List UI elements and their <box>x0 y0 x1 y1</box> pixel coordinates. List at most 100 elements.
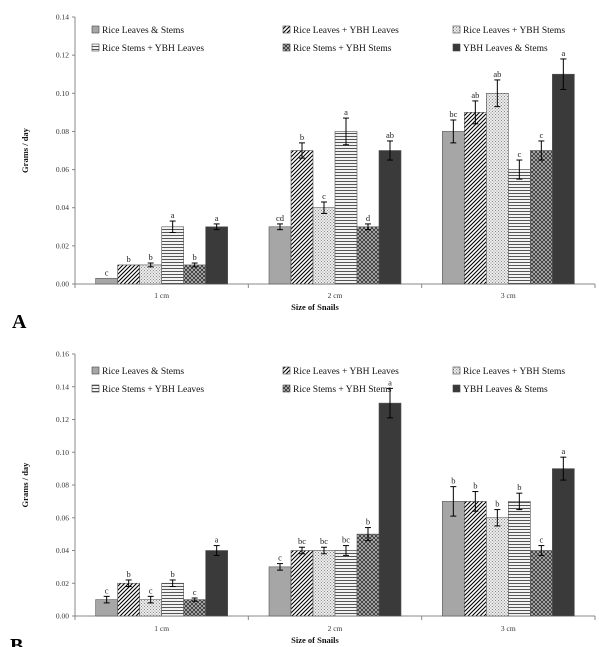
bar <box>268 226 292 285</box>
y-tick-label: 0.00 <box>56 280 69 289</box>
legend-label: YBH Leaves & Stems <box>463 385 548 395</box>
legend-swatch <box>282 43 291 52</box>
y-tick-label: 0.02 <box>56 241 69 250</box>
significance-letter: a <box>561 48 565 58</box>
bar <box>312 207 336 285</box>
legend-label: Rice Stems + YBH Stems <box>293 44 392 54</box>
chart-panel-a: 0.00 0.02 0.04 0.06 0.08 0.10 0.12 0.14 1 cm 2 cm… <box>12 13 596 333</box>
legend-label: Rice Leaves + YBH Leaves <box>293 367 399 377</box>
bar <box>290 550 314 617</box>
significance-letter: b <box>495 499 499 509</box>
significance-letter: a <box>388 377 392 387</box>
bar <box>552 468 575 617</box>
legend-swatch <box>91 366 100 375</box>
bar <box>268 566 292 617</box>
bar <box>183 599 206 617</box>
legend-swatch <box>452 366 461 375</box>
significance-letter: bc <box>320 536 328 546</box>
bar <box>464 501 487 617</box>
bar <box>530 150 553 285</box>
x-tick-label: 3 cm <box>501 624 516 633</box>
legend-label: Rice Stems + YBH Stems <box>293 385 392 395</box>
significance-letter: d <box>366 213 371 223</box>
bar <box>486 92 509 285</box>
y-tick-label: 0.06 <box>56 165 69 174</box>
bar <box>183 264 206 285</box>
bar <box>139 264 162 285</box>
x-tick-label: 2 cm <box>328 291 343 300</box>
y-tick-label: 0.12 <box>56 415 69 424</box>
y-tick-label: 0.04 <box>56 203 69 212</box>
significance-letter: ab <box>471 90 479 100</box>
y-tick-label: 0.10 <box>56 448 69 457</box>
bar <box>334 131 358 285</box>
bar <box>442 131 465 285</box>
legend-label: Rice Leaves + YBH Stems <box>463 367 565 377</box>
significance-letter: b <box>517 482 521 492</box>
chart-panel-b: 0.00 0.02 0.04 0.06 0.08 0.10 0.12 0.14 0.16 1 cm… <box>10 350 596 647</box>
x-tick-label: 3 cm <box>501 291 516 300</box>
y-tick-label: 0.08 <box>56 127 69 136</box>
bar <box>117 582 140 617</box>
significance-letter: c <box>278 553 282 563</box>
significance-letter: b <box>366 517 370 527</box>
legend-swatch <box>91 384 100 393</box>
bar <box>530 550 553 617</box>
y-tick-label: 0.12 <box>56 51 69 60</box>
legend-label: Rice Stems + YBH Leaves <box>102 44 204 54</box>
panel-label: B <box>10 635 23 647</box>
bar <box>312 550 336 617</box>
significance-letter: a <box>171 210 175 220</box>
bar <box>464 112 487 285</box>
y-tick-label: 0.10 <box>56 89 69 98</box>
y-axis-title: Grams / day <box>20 462 30 508</box>
significance-letter: b <box>171 569 175 579</box>
significance-letter: bc <box>449 109 457 119</box>
significance-letter: c <box>193 587 197 597</box>
significance-letter: a <box>215 535 219 545</box>
y-tick-label: 0.08 <box>56 481 69 490</box>
legend-swatch <box>282 384 291 393</box>
significance-letter: bc <box>298 536 306 546</box>
significance-letter: ab <box>386 130 394 140</box>
significance-letter: a <box>215 213 219 223</box>
y-tick-label: 0.06 <box>56 513 69 522</box>
legend-swatch <box>282 366 291 375</box>
significance-letter: b <box>127 254 131 264</box>
panel-label: A <box>12 311 27 333</box>
legend-swatch <box>282 25 291 34</box>
y-tick-label: 0.02 <box>56 579 69 588</box>
bar <box>486 517 509 617</box>
legend-swatch <box>452 43 461 52</box>
significance-letter: b <box>300 132 304 142</box>
significance-letter: a <box>561 446 565 456</box>
significance-letter: c <box>322 191 326 201</box>
bar <box>161 226 184 285</box>
significance-letter: b <box>193 252 197 262</box>
significance-letter: c <box>105 585 109 595</box>
legend-label: Rice Leaves + YBH Leaves <box>293 26 399 36</box>
significance-letter: bc <box>342 535 350 545</box>
legend-label: Rice Leaves & Stems <box>102 26 184 36</box>
bar <box>117 264 140 285</box>
y-tick-label: 0.14 <box>56 382 69 391</box>
legend-swatch <box>452 25 461 34</box>
bar <box>334 550 358 617</box>
bar <box>552 73 575 285</box>
significance-letter: a <box>344 107 348 117</box>
y-axis-title: Grams / day <box>20 127 30 173</box>
significance-letter: b <box>127 569 131 579</box>
significance-letter: c <box>517 149 521 159</box>
bar <box>356 226 380 285</box>
x-tick-label: 1 cm <box>154 291 169 300</box>
significance-letter: c <box>149 585 153 595</box>
y-tick-label: 0.14 <box>56 13 69 22</box>
significance-letter: ab <box>493 69 501 79</box>
significance-letter: b <box>473 481 477 491</box>
bar <box>356 533 380 617</box>
y-tick-label: 0.04 <box>56 546 69 555</box>
bar <box>378 402 402 617</box>
significance-letter: b <box>149 252 153 262</box>
bar <box>95 277 118 285</box>
x-axis-title: Size of Snails <box>291 635 339 645</box>
